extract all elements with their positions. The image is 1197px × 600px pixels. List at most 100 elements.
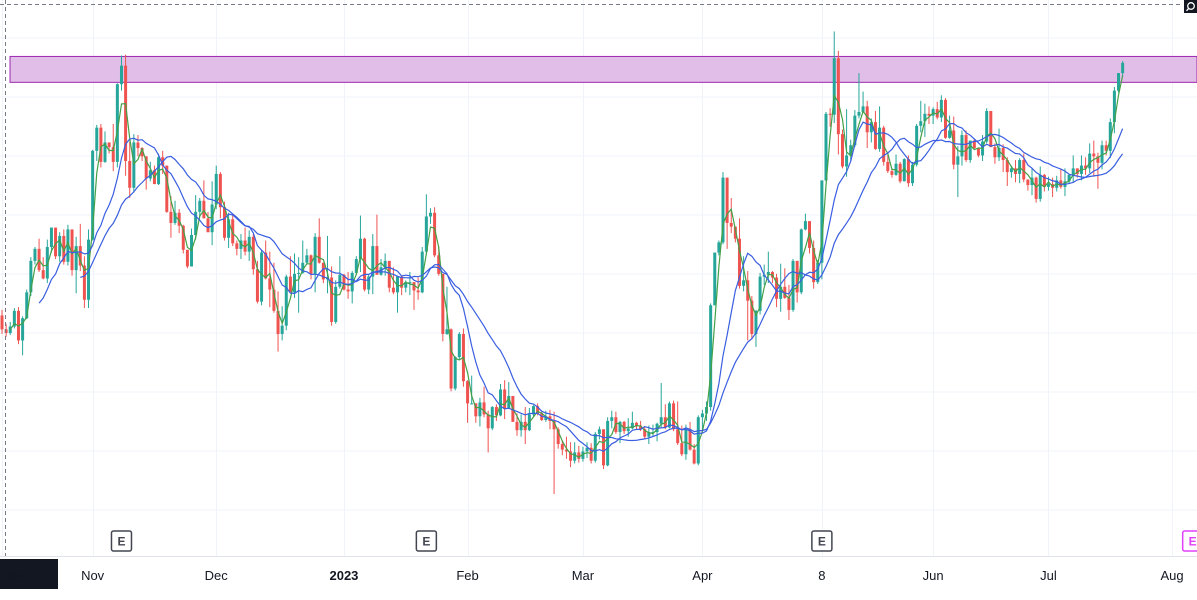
- candle-body: [1117, 73, 1121, 91]
- candle: [264, 240, 268, 280]
- candle-body: [515, 421, 519, 431]
- candle: [717, 240, 721, 256]
- candle: [1117, 73, 1121, 93]
- candle: [700, 409, 704, 432]
- candle-body: [342, 274, 346, 290]
- candle: [107, 142, 111, 154]
- candle-body: [391, 287, 395, 293]
- candle: [1034, 176, 1038, 203]
- candle-body: [1108, 122, 1112, 151]
- candle-body: [733, 226, 737, 239]
- candle-body: [573, 452, 577, 461]
- candle-body: [610, 417, 614, 421]
- x-axis-tick-label: Dec: [205, 568, 229, 583]
- candle-body: [490, 407, 494, 429]
- candle: [886, 154, 890, 173]
- candle: [729, 197, 733, 234]
- candle-body: [968, 140, 972, 161]
- candle-body: [111, 147, 115, 162]
- candle: [894, 154, 898, 176]
- candle-body: [721, 177, 725, 243]
- x-axis-tick-label: Oct '22: [2, 568, 43, 583]
- candle-body: [1084, 165, 1088, 169]
- earnings-marker[interactable]: E: [110, 530, 133, 552]
- candle: [185, 249, 189, 269]
- candle: [597, 426, 601, 440]
- candle: [490, 406, 494, 431]
- candle: [1001, 144, 1005, 173]
- candle-body: [643, 429, 647, 437]
- candle: [688, 421, 692, 451]
- candle: [49, 227, 53, 253]
- magnifier-icon[interactable]: [1184, 0, 1197, 13]
- earnings-marker-label: E: [1189, 535, 1197, 549]
- x-axis-tick-label: Mar: [572, 568, 595, 583]
- candle: [643, 426, 647, 440]
- candle-body: [948, 130, 952, 138]
- candle: [713, 252, 717, 306]
- candle: [433, 207, 437, 258]
- candle: [676, 401, 680, 445]
- candle: [466, 380, 470, 423]
- earnings-marker[interactable]: E: [811, 530, 833, 552]
- candle-body: [894, 163, 898, 175]
- candle-body: [634, 422, 638, 426]
- candle-body: [861, 106, 865, 112]
- candle-body: [1121, 62, 1125, 74]
- candle-body: [70, 229, 74, 271]
- candle: [602, 429, 606, 470]
- candle: [828, 108, 832, 127]
- candle-body: [503, 389, 507, 409]
- candle-body: [857, 111, 861, 116]
- candle-body: [531, 406, 535, 415]
- candle-body: [363, 238, 367, 290]
- candle-body: [1067, 174, 1071, 182]
- candle-body: [264, 252, 268, 279]
- candle-body: [62, 235, 66, 262]
- candle-body: [82, 265, 86, 300]
- grid-lines: [0, 0, 1197, 556]
- candle: [1084, 157, 1088, 175]
- candle-body: [766, 271, 770, 275]
- candle-body: [865, 106, 869, 133]
- candle-body: [812, 247, 816, 283]
- x-axis-tick-label: Feb: [456, 568, 478, 583]
- candle: [206, 211, 210, 233]
- earnings-marker[interactable]: E: [1181, 530, 1197, 552]
- candle-body: [828, 113, 832, 115]
- candle: [696, 415, 700, 466]
- candle: [457, 332, 461, 359]
- candle-body: [927, 113, 931, 116]
- candle: [363, 237, 367, 292]
- candle-body: [41, 270, 45, 279]
- candle: [231, 213, 235, 247]
- x-axis-tick-label: Jun: [923, 568, 944, 583]
- candle: [849, 139, 853, 161]
- candle-body: [420, 251, 424, 293]
- candle-body: [206, 218, 210, 233]
- earnings-marker-box: [811, 530, 833, 552]
- candle: [725, 177, 729, 249]
- candle: [1096, 152, 1100, 189]
- candle-body: [581, 451, 585, 459]
- candle: [824, 111, 828, 182]
- candle: [99, 123, 103, 168]
- candle-body: [144, 156, 148, 179]
- candle-body: [136, 142, 140, 149]
- candle: [103, 131, 107, 163]
- candle: [82, 256, 86, 309]
- candle-body: [672, 403, 676, 430]
- candle: [321, 262, 325, 284]
- candle-body: [964, 135, 968, 161]
- candle-body: [647, 432, 651, 437]
- earnings-marker[interactable]: E: [415, 530, 438, 552]
- candle-body: [993, 147, 997, 158]
- candle-body: [832, 58, 836, 115]
- candle-body: [890, 171, 894, 175]
- candle: [803, 213, 807, 231]
- candle-body: [886, 161, 890, 172]
- candle-body: [194, 211, 198, 235]
- candle-body: [371, 246, 375, 277]
